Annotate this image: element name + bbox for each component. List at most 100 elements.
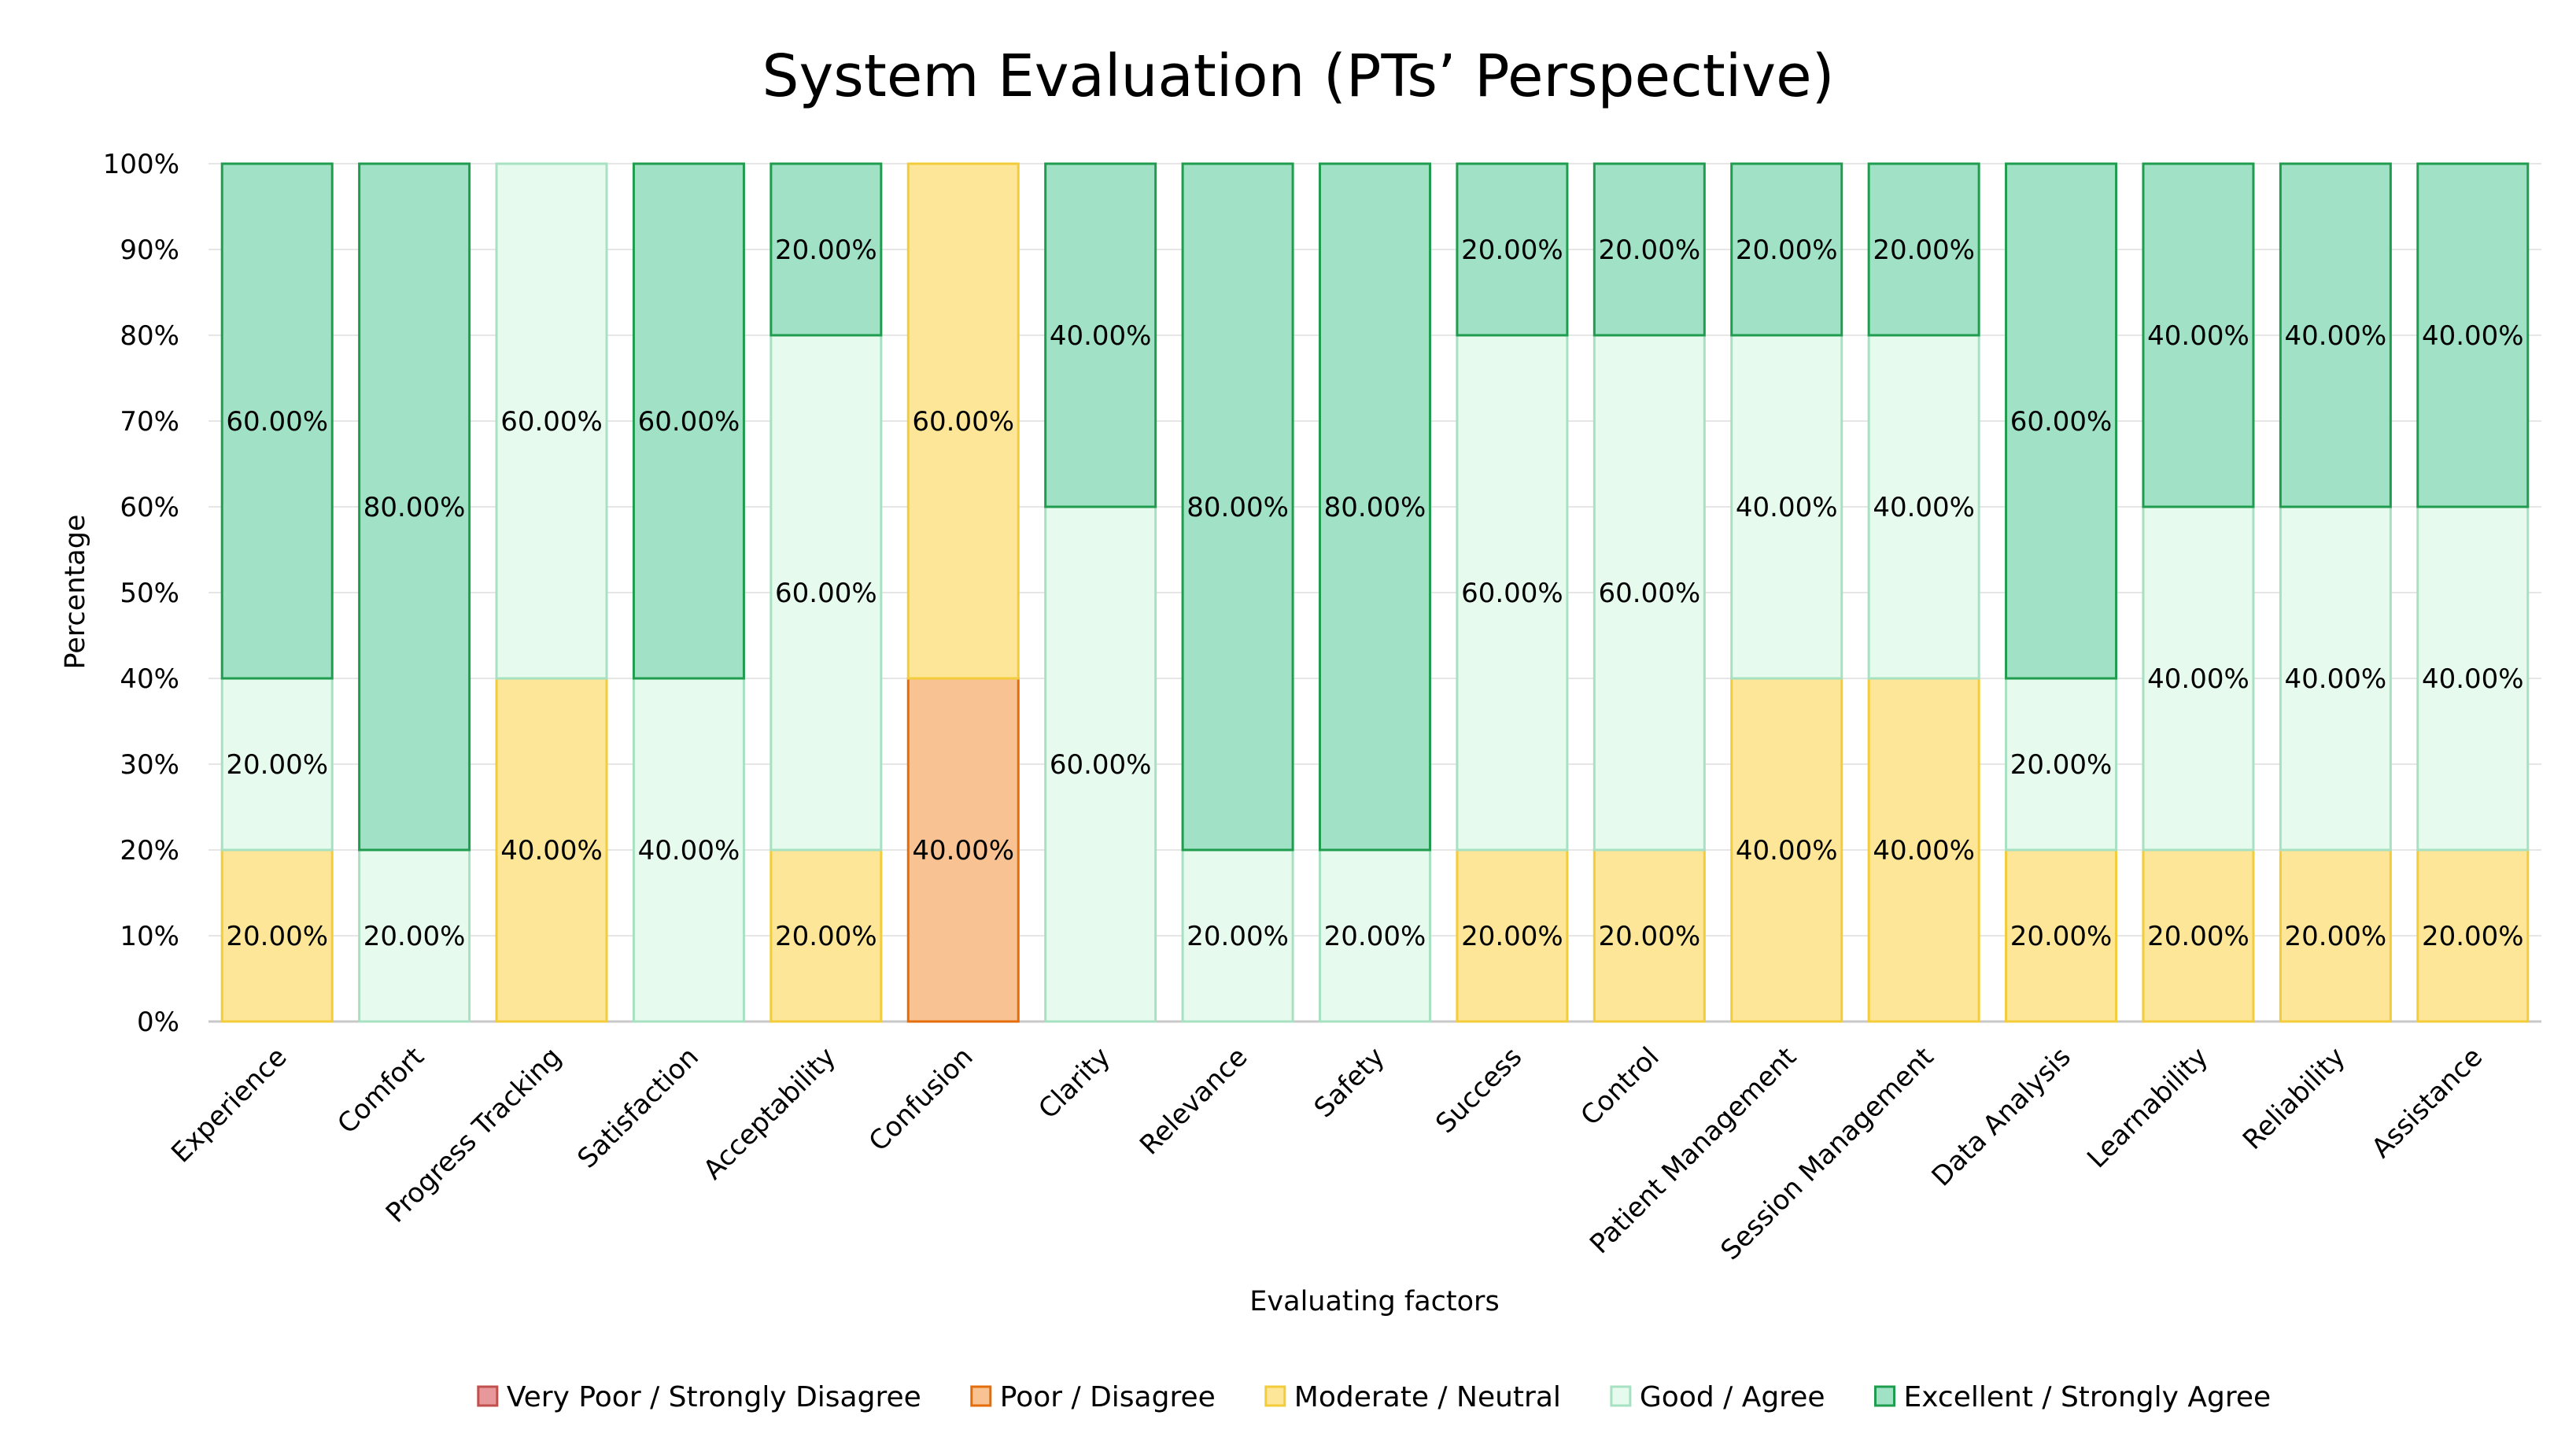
data-label: 20.00% [2422,921,2524,952]
x-tick-label: Reliability [2237,1041,2352,1156]
bar-segment-reliability-excellent-strongly-agree [2279,162,2392,508]
data-label: 20.00% [1324,921,1426,952]
y-tick-label: 20% [120,835,179,866]
data-label: 20.00% [775,921,877,952]
bar-segment-assistance-excellent-strongly-agree [2416,162,2530,508]
bar-segment-control-good-agree [1592,334,1706,852]
bar-segment-success-good-agree [1456,334,1569,852]
bar-segment-clarity-excellent-strongly-agree [1044,162,1157,508]
data-label: 20.00% [1736,235,1838,266]
data-label: 60.00% [1461,578,1563,609]
legend-label: Very Poor / Strongly Disagree [507,1381,921,1413]
data-label: 40.00% [2285,320,2387,352]
data-label: 20.00% [1461,235,1563,266]
x-tick-label: Comfort [331,1041,430,1140]
data-label: 20.00% [1461,921,1563,952]
x-tick-label: Data Analysis [1926,1041,2077,1192]
bar-segment-acceptability-good-agree [769,334,883,852]
data-label: 40.00% [2422,320,2524,352]
bar-segment-session-management-good-agree [1867,334,1980,680]
data-label: 20.00% [2010,921,2113,952]
chart-title: System Evaluation (PTs’ Perspective) [762,42,1835,110]
data-label: 20.00% [1598,235,1700,266]
y-tick-label: 100% [103,149,179,180]
data-label: 20.00% [226,921,328,952]
bar-segment-satisfaction-good-agree [632,677,745,1023]
data-label: 20.00% [1598,921,1700,952]
data-label: 40.00% [2147,663,2249,695]
bar-segment-learnability-moderate-neutral [2142,848,2255,1023]
x-tick-label: Safety [1308,1041,1391,1124]
x-tick-label: Acceptability [697,1041,842,1186]
data-label: 40.00% [2147,320,2249,352]
y-tick-label: 60% [120,492,179,523]
data-label: 80.00% [1187,492,1289,523]
bar-segment-data-analysis-moderate-neutral [2005,848,2118,1023]
data-label: 40.00% [500,835,603,866]
bar-segment-success-moderate-neutral [1456,848,1569,1023]
bar-segment-data-analysis-good-agree [2005,677,2118,852]
x-axis-title: Evaluating factors [1249,1286,1499,1317]
data-label: 20.00% [775,235,877,266]
legend: Very Poor / Strongly Disagree Poor / Disa… [477,1381,2272,1413]
data-labels: 20.00% 20.00% 60.00% 20.00% 80.00% 40.00% 60.0… [226,235,2523,952]
data-label: 60.00% [226,406,328,438]
legend-label: Moderate / Neutral [1294,1381,1561,1413]
data-label: 20.00% [226,749,328,781]
x-tick-label: Assistance [2366,1041,2489,1164]
data-label: 40.00% [1873,492,1975,523]
x-tick-label: Relevance [1134,1041,1253,1161]
bar-segment-experience-moderate-neutral [220,848,334,1023]
bar-segment-control-moderate-neutral [1592,848,1706,1023]
data-label: 20.00% [2147,921,2249,952]
bar-segment-safety-excellent-strongly-agree [1319,162,1431,852]
data-label: 40.00% [638,835,740,866]
bar-segment-session-management-excellent-strongly-agree [1867,162,1980,337]
data-label: 20.00% [2010,749,2113,781]
bar-segment-experience-good-agree [220,677,334,852]
x-tick-label: Confusion [863,1041,980,1158]
data-label: 80.00% [364,492,466,523]
legend-label: Excellent / Strongly Agree [1904,1381,2272,1413]
bars [220,162,2530,1023]
data-label: 40.00% [1736,492,1838,523]
data-label: 40.00% [2285,663,2387,695]
x-tick-label: Clarity [1032,1041,1116,1125]
y-tick-label: 10% [120,921,179,952]
bar-segment-session-management-moderate-neutral [1867,677,1980,1023]
bar-segment-clarity-good-agree [1044,505,1157,1023]
data-label: 40.00% [2422,663,2524,695]
legend-item: Very Poor / Strongly Disagree [477,1381,921,1413]
bar-segment-control-excellent-strongly-agree [1592,162,1706,337]
data-label: 20.00% [2285,921,2387,952]
y-axis: 0% 10% 20% 30% 40% 50% 60% 70% 80% 90% 100% [103,149,179,1038]
x-tick-label: Experience [165,1041,293,1169]
bar-segment-safety-good-agree [1319,848,1431,1023]
bar-segment-experience-excellent-strongly-agree [220,162,334,680]
bar-segment-comfort-excellent-strongly-agree [358,162,471,852]
legend-item: Excellent / Strongly Agree [1874,1381,2272,1413]
bar-segment-acceptability-excellent-strongly-agree [769,162,883,337]
y-tick-label: 40% [120,663,179,695]
data-label: 60.00% [500,406,603,438]
data-label: 60.00% [775,578,877,609]
bar-segment-reliability-moderate-neutral [2279,848,2392,1023]
bar-segment-progress-tracking-good-agree [495,162,608,680]
x-tick-label: Satisfaction [571,1041,704,1174]
x-tick-label: Control [1574,1041,1665,1132]
bar-segment-patient-management-good-agree [1730,334,1843,680]
legend-label: Poor / Disagree [1000,1381,1216,1413]
legend-swatch [1874,1385,1895,1407]
y-tick-label: 70% [120,406,179,438]
y-axis-title: Percentage [60,515,91,670]
bar-segment-success-excellent-strongly-agree [1456,162,1569,337]
bar-segment-comfort-good-agree [358,848,471,1023]
bar-segment-acceptability-moderate-neutral [769,848,883,1023]
legend-swatch [1610,1385,1632,1407]
bar-segment-relevance-excellent-strongly-agree [1181,162,1294,852]
data-label: 20.00% [1873,235,1975,266]
legend-item: Poor / Disagree [970,1381,1216,1413]
